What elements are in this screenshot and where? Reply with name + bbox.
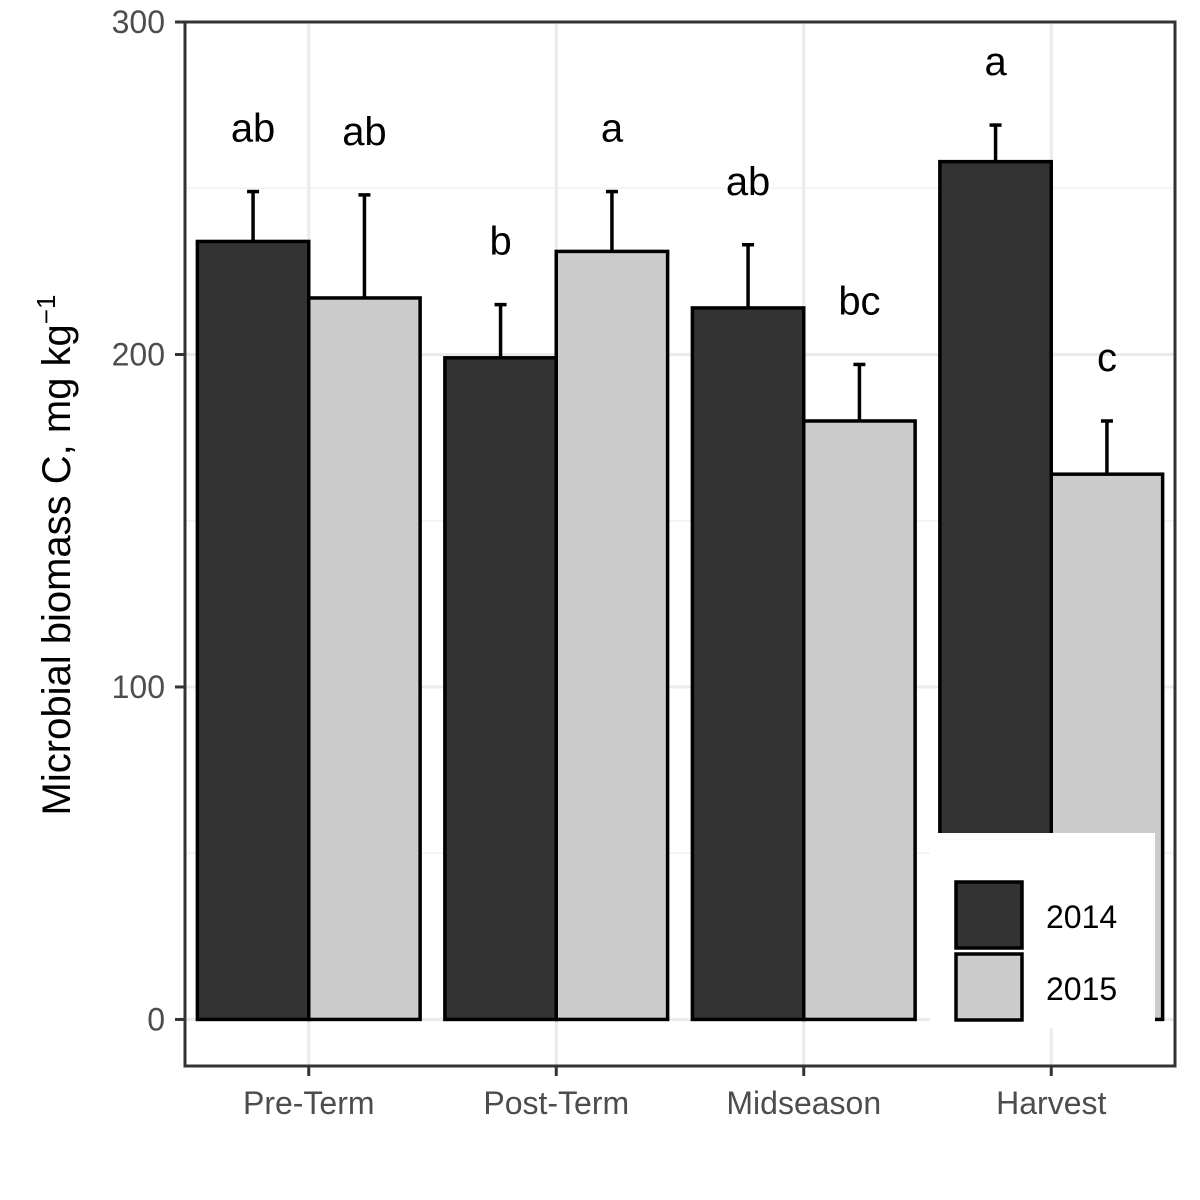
bar	[690, 306, 806, 1022]
significance-label: ab	[342, 110, 387, 154]
y-axis-title: Microbial biomass C, mg kg−1	[31, 295, 79, 816]
bar-layer: ab b ab a ab a bc c	[195, 40, 1165, 1022]
legend-key	[954, 880, 1024, 950]
significance-label: a	[601, 107, 624, 151]
y-tick-label: 300	[112, 4, 165, 40]
bar	[443, 356, 558, 1022]
bar	[554, 249, 670, 1022]
y-axis-title-superscript: −1	[31, 295, 61, 325]
significance-label: b	[489, 220, 511, 264]
x-tick-label: Post-Term	[483, 1085, 629, 1121]
bar	[307, 296, 422, 1022]
significance-label: c	[1097, 336, 1117, 380]
x-tick-label: Midseason	[726, 1085, 881, 1121]
y-tick-label: 100	[112, 669, 165, 705]
bar	[802, 419, 917, 1022]
bar	[195, 239, 311, 1022]
significance-label: ab	[231, 107, 276, 151]
significance-label: a	[984, 40, 1007, 84]
legend-label: 2014	[1046, 899, 1117, 935]
axis-layer: 0 100 200 300 Pre-Term Post-Term Midseason Harv…	[112, 4, 1177, 1121]
significance-label: ab	[726, 160, 771, 204]
y-tick-label: 200	[112, 336, 165, 372]
x-tick-label: Pre-Term	[243, 1085, 375, 1121]
legend: 2014 2015	[930, 833, 1155, 1028]
panel-border	[183, 20, 1177, 1068]
significance-label: bc	[838, 279, 880, 323]
y-tick-label: 0	[147, 1001, 165, 1037]
y-axis-title-text: Microbial biomass C, mg kg	[35, 324, 79, 815]
x-tick-label: Harvest	[996, 1085, 1106, 1121]
legend-key	[954, 952, 1024, 1022]
legend-label: 2015	[1046, 971, 1117, 1007]
